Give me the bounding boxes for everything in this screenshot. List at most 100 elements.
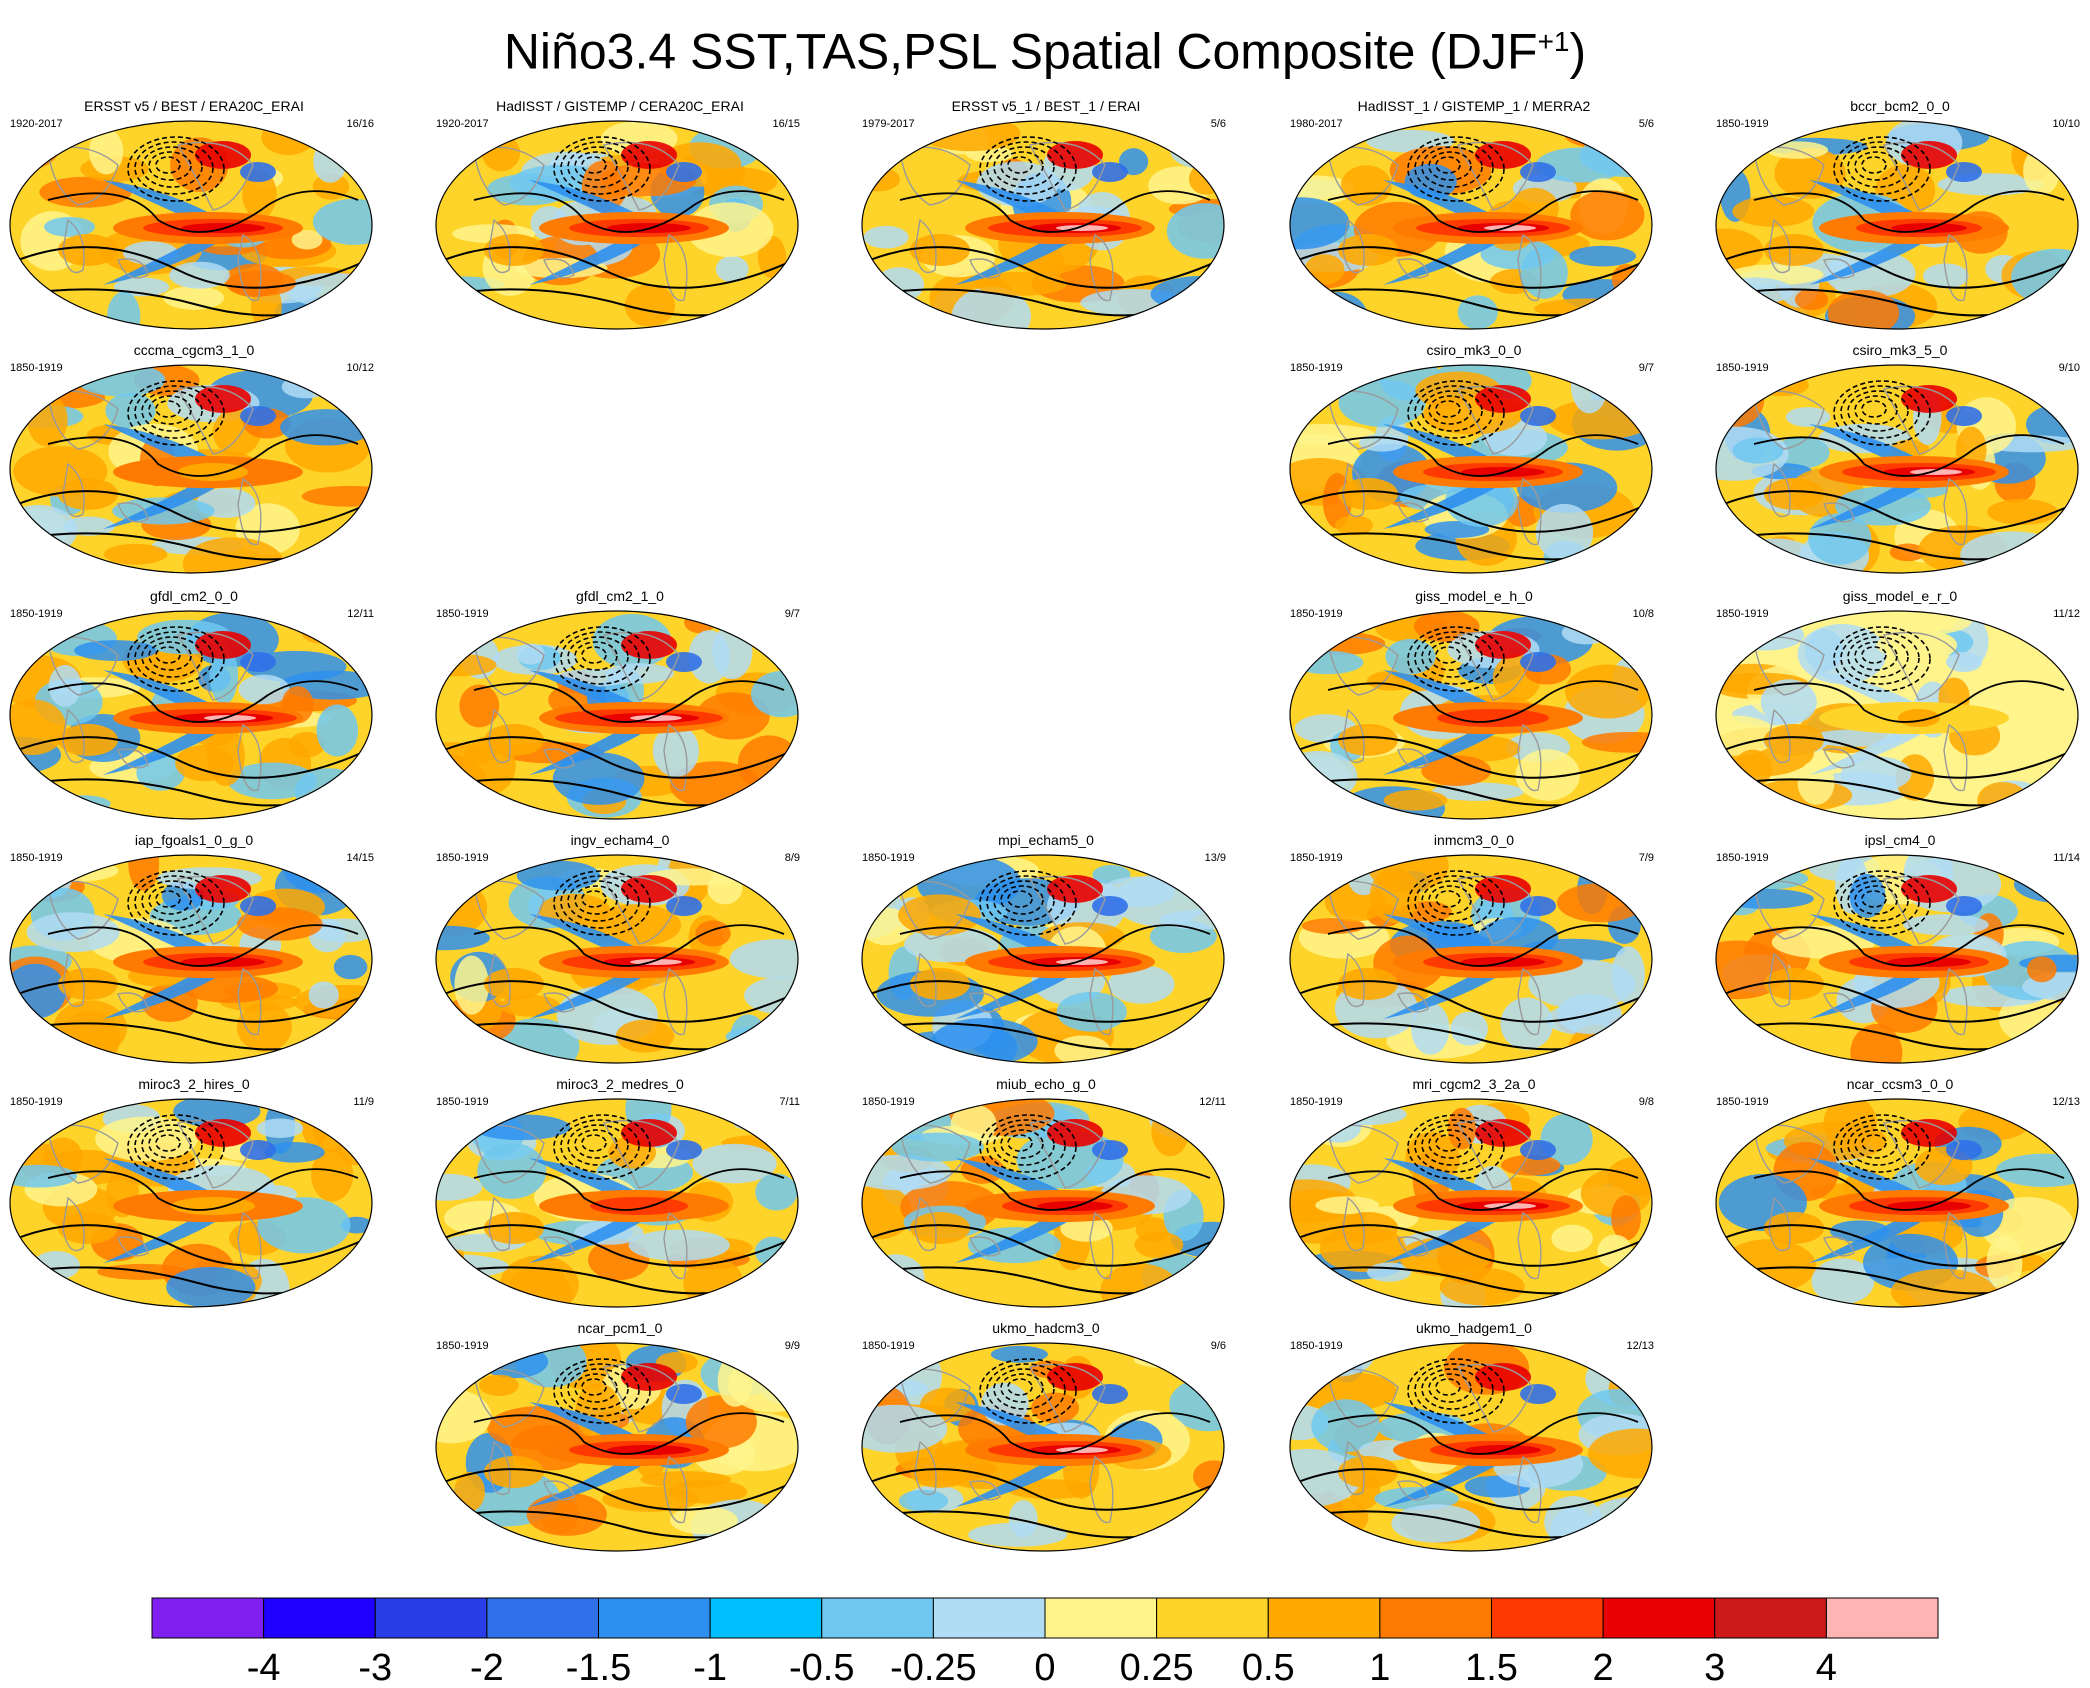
panel-count: 12/13 xyxy=(2052,1096,2080,1108)
map-panel: giss_model_e_h_0 1850-1919 10/8 xyxy=(1288,588,1660,823)
map-panel: HadISST / GISTEMP / CERA20C_ERAI 1920-201… xyxy=(434,98,806,333)
panel-count: 5/6 xyxy=(1638,118,1654,130)
panel-title: giss_model_e_r_0 xyxy=(1842,588,1958,604)
globe-map xyxy=(9,364,373,574)
colorbar-swatch xyxy=(151,1597,265,1639)
globe-map xyxy=(435,610,799,820)
panel-count: 5/6 xyxy=(1210,118,1226,130)
panel-years: 1850-1919 xyxy=(436,608,489,620)
colorbar-swatch xyxy=(821,1597,934,1639)
panel-title: giss_model_e_h_0 xyxy=(1415,588,1533,604)
panel-years: 1850-1919 xyxy=(10,362,63,374)
colorbar-swatch xyxy=(1156,1597,1269,1639)
colorbar-tick-label: 3 xyxy=(1704,1647,1725,1688)
panel-title: mpi_echam5_0 xyxy=(998,832,1094,848)
globe-map xyxy=(1715,364,2079,574)
colorbar-swatch xyxy=(374,1597,488,1639)
globe-map xyxy=(1289,364,1653,574)
globe-map xyxy=(1289,610,1653,820)
panel-years: 1850-1919 xyxy=(436,852,489,864)
globe-map xyxy=(435,120,799,330)
panel-title: iap_fgoals1_0_g_0 xyxy=(134,832,254,848)
colorbar-tick-label: -3 xyxy=(358,1647,392,1688)
map-panel: HadISST_1 / GISTEMP_1 / MERRA2 1980-2017 5… xyxy=(1288,98,1660,333)
map-panel: ncar_ccsm3_0_0 1850-1919 12/13 xyxy=(1714,1076,2086,1311)
panel-years: 1920-2017 xyxy=(10,118,63,130)
colorbar-swatch xyxy=(932,1597,1046,1639)
panel-years: 1850-1919 xyxy=(1290,852,1343,864)
panel-title: ukmo_hadcm3_0 xyxy=(992,1320,1100,1336)
globe-map xyxy=(1289,1098,1653,1308)
colorbar-swatch xyxy=(1714,1597,1827,1639)
globe-map xyxy=(435,1098,799,1308)
map-panel: miroc3_2_hires_0 1850-1919 11/9 xyxy=(8,1076,380,1311)
panel-count: 13/9 xyxy=(1204,852,1226,864)
map-panel: iap_fgoals1_0_g_0 1850-1919 14/15 xyxy=(8,832,380,1067)
colorbar-swatch xyxy=(1044,1597,1158,1639)
colorbar: -4 -3 -2 -1.5 -1 -0.5 -0.25 0 0.25 0.5 1 1.5 2 3 4 xyxy=(151,1597,1939,1688)
panel-title: ncar_pcm1_0 xyxy=(577,1320,663,1336)
colorbar-swatch xyxy=(263,1597,376,1639)
globe-map xyxy=(1715,120,2079,330)
globe-map xyxy=(9,120,373,330)
panel-years: 1850-1919 xyxy=(1716,362,1769,374)
globe-map xyxy=(435,1342,799,1552)
panel-count: 10/8 xyxy=(1632,608,1654,620)
panel-count: 12/11 xyxy=(1199,1096,1226,1108)
panel-title: inmcm3_0_0 xyxy=(1433,832,1515,848)
panel-title: ERSST v5_1 / BEST_1 / ERAI xyxy=(951,98,1141,114)
colorbar-tick-label: -0.25 xyxy=(890,1647,977,1688)
colorbar-tick-label: 1 xyxy=(1369,1647,1390,1688)
colorbar-swatch xyxy=(1267,1597,1381,1639)
panel-title: miub_echo_g_0 xyxy=(996,1076,1096,1092)
panel-count: 16/16 xyxy=(346,118,374,130)
panel-count: 9/8 xyxy=(1638,1096,1654,1108)
panel-years: 1979-2017 xyxy=(862,118,915,130)
panel-years: 1850-1919 xyxy=(1290,362,1343,374)
panel-years: 1850-1919 xyxy=(10,608,63,620)
panel-count: 9/6 xyxy=(1210,1340,1226,1352)
map-panel: ingv_echam4_0 1850-1919 8/9 xyxy=(434,832,806,1067)
map-panel: giss_model_e_r_0 1850-1919 11/12 xyxy=(1714,588,2086,823)
panel-years: 1850-1919 xyxy=(1716,1096,1769,1108)
panel-years: 1850-1919 xyxy=(862,852,915,864)
panel-title: bccr_bcm2_0_0 xyxy=(1850,98,1950,114)
panel-title: HadISST / GISTEMP / CERA20C_ERAI xyxy=(496,98,744,114)
colorbar-tick-label: 4 xyxy=(1816,1647,1837,1688)
panel-count: 10/12 xyxy=(346,362,374,374)
panel-count: 14/15 xyxy=(346,852,374,864)
panel-title: gfdl_cm2_0_0 xyxy=(150,588,238,604)
globe-map xyxy=(1289,120,1653,330)
panel-count: 9/9 xyxy=(784,1340,800,1352)
colorbar-swatch xyxy=(1379,1597,1492,1639)
colorbar-swatch xyxy=(1491,1597,1604,1639)
globe-map xyxy=(1715,1098,2079,1308)
globe-map xyxy=(1715,610,2079,820)
map-panel: miroc3_2_medres_0 1850-1919 7/11 xyxy=(434,1076,806,1311)
colorbar-tick-label: -1 xyxy=(693,1647,727,1688)
globe-map xyxy=(9,854,373,1064)
panel-count: 10/10 xyxy=(2052,118,2080,130)
panel-years: 1850-1919 xyxy=(862,1340,915,1352)
colorbar-tick-label: -4 xyxy=(247,1647,281,1688)
colorbar-tick-label: -2 xyxy=(470,1647,504,1688)
globe-map xyxy=(9,610,373,820)
colorbar-swatch xyxy=(709,1597,823,1639)
panel-title: miroc3_2_medres_0 xyxy=(556,1076,684,1092)
map-panel: bccr_bcm2_0_0 1850-1919 10/10 xyxy=(1714,98,2086,333)
colorbar-tick-label: 1.5 xyxy=(1465,1647,1518,1688)
panel-count: 9/7 xyxy=(1638,362,1654,374)
panel-title: csiro_mk3_0_0 xyxy=(1426,342,1522,358)
panel-years: 1850-1919 xyxy=(1290,608,1343,620)
panel-years: 1850-1919 xyxy=(10,852,63,864)
map-panel: csiro_mk3_0_0 1850-1919 9/7 xyxy=(1288,342,1660,577)
map-panel: ukmo_hadcm3_0 1850-1919 9/6 xyxy=(860,1320,1232,1555)
panel-title: ipsl_cm4_0 xyxy=(1864,832,1936,848)
colorbar-swatch xyxy=(1825,1597,1939,1639)
map-panel: mri_cgcm2_3_2a_0 1850-1919 9/8 xyxy=(1288,1076,1660,1311)
colorbar-swatch xyxy=(1602,1597,1716,1639)
panel-title: csiro_mk3_5_0 xyxy=(1852,342,1948,358)
map-panel: csiro_mk3_5_0 1850-1919 9/10 xyxy=(1714,342,2086,577)
panel-years: 1850-1919 xyxy=(1716,118,1769,130)
panel-years: 1850-1919 xyxy=(436,1340,489,1352)
